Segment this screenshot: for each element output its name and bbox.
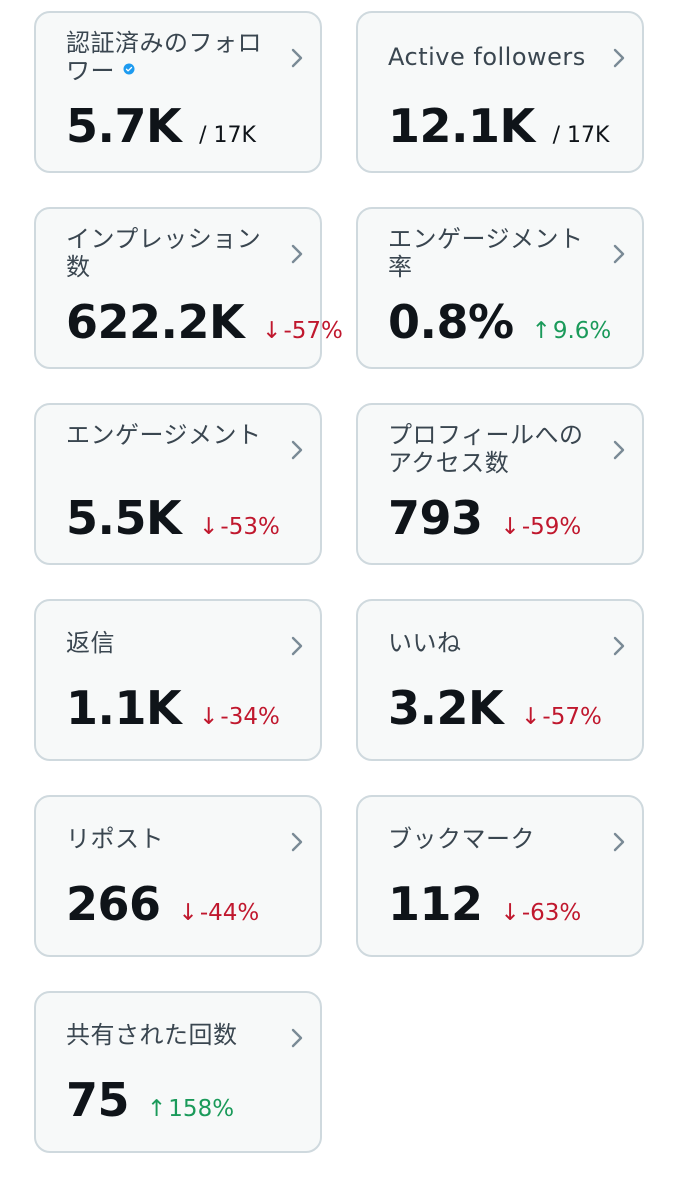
metric-value: 5.7K bbox=[66, 99, 182, 153]
metric-card-shares[interactable]: 共有された回数 75 ↑158% bbox=[34, 991, 322, 1153]
metric-card-likes[interactable]: いいね 3.2K ↓-57% bbox=[356, 599, 644, 761]
metric-change-value: -34% bbox=[220, 704, 280, 730]
metric-card-bookmarks[interactable]: ブックマーク 112 ↓-63% bbox=[356, 795, 644, 957]
chevron-right-icon bbox=[291, 1028, 303, 1048]
arrow-down-icon: ↓ bbox=[199, 704, 219, 730]
verified-badge-icon bbox=[123, 63, 135, 75]
metric-value: 0.8% bbox=[388, 295, 514, 349]
metric-value-row: 5.7K / 17K bbox=[66, 99, 256, 153]
metric-value-row: 3.2K ↓-57% bbox=[388, 681, 602, 735]
chevron-right-icon bbox=[613, 440, 625, 460]
metric-label: Active followers bbox=[388, 43, 586, 71]
metric-change: ↓-57% bbox=[521, 704, 602, 730]
metric-card-active-followers[interactable]: Active followers 12.1K / 17K bbox=[356, 11, 644, 173]
metric-value: 75 bbox=[66, 1073, 130, 1127]
chevron-right-icon bbox=[291, 48, 303, 68]
metric-value-row: 12.1K / 17K bbox=[388, 99, 609, 153]
metric-value: 5.5K bbox=[66, 491, 182, 545]
metric-card-engagements[interactable]: エンゲージメント 5.5K ↓-53% bbox=[34, 403, 322, 565]
metric-change: ↑158% bbox=[147, 1096, 234, 1122]
metric-label: 認証済みのフォロワー bbox=[66, 29, 278, 85]
metric-value-row: 75 ↑158% bbox=[66, 1073, 234, 1127]
metric-card-reposts[interactable]: リポスト 266 ↓-44% bbox=[34, 795, 322, 957]
metric-value-row: 5.5K ↓-53% bbox=[66, 491, 280, 545]
metric-card-replies[interactable]: 返信 1.1K ↓-34% bbox=[34, 599, 322, 761]
metric-change-value: -59% bbox=[521, 514, 582, 540]
chevron-right-icon bbox=[291, 440, 303, 460]
arrow-down-icon: ↓ bbox=[262, 318, 282, 344]
arrow-down-icon: ↓ bbox=[500, 900, 520, 926]
metric-label: リポスト bbox=[66, 825, 164, 853]
metric-card-engagement-rate[interactable]: エンゲージメント率 0.8% ↑9.6% bbox=[356, 207, 644, 369]
arrow-up-icon: ↑ bbox=[531, 318, 551, 344]
metric-label: 返信 bbox=[66, 629, 115, 657]
metric-value: 622.2K bbox=[66, 295, 245, 349]
metric-total: / 17K bbox=[552, 123, 610, 148]
arrow-down-icon: ↓ bbox=[521, 704, 541, 730]
metric-label: ブックマーク bbox=[388, 825, 535, 853]
chevron-right-icon bbox=[613, 832, 625, 852]
metric-value: 1.1K bbox=[66, 681, 182, 735]
metric-card-verified-followers[interactable]: 認証済みのフォロワー 5.7K / 17K bbox=[34, 11, 322, 173]
metric-change: ↑9.6% bbox=[532, 318, 612, 344]
metric-label-text: 認証済みのフォロワー bbox=[66, 29, 262, 85]
metric-label: いいね bbox=[388, 629, 462, 657]
chevron-right-icon bbox=[291, 244, 303, 264]
metric-change: ↓-57% bbox=[262, 318, 343, 344]
arrow-down-icon: ↓ bbox=[178, 900, 198, 926]
metric-label: エンゲージメント率 bbox=[388, 225, 584, 281]
arrow-up-icon: ↑ bbox=[147, 1096, 167, 1122]
metric-value-row: 112 ↓-63% bbox=[388, 877, 581, 931]
chevron-right-icon bbox=[613, 244, 625, 264]
metric-card-profile-visits[interactable]: プロフィールへのアクセス数 793 ↓-59% bbox=[356, 403, 644, 565]
metric-value: 3.2K bbox=[388, 681, 504, 735]
metric-value: 12.1K bbox=[388, 99, 535, 153]
metric-label: 共有された回数 bbox=[66, 1021, 238, 1049]
chevron-right-icon bbox=[291, 832, 303, 852]
metric-value-row: 266 ↓-44% bbox=[66, 877, 259, 931]
metric-change: ↓-59% bbox=[501, 514, 582, 540]
metric-change: ↓-44% bbox=[179, 900, 260, 926]
metric-value: 793 bbox=[388, 491, 483, 545]
metric-change-value: -57% bbox=[542, 704, 602, 730]
metric-value-row: 793 ↓-59% bbox=[388, 491, 581, 545]
metric-change: ↓-53% bbox=[199, 514, 280, 540]
metric-change-value: 158% bbox=[168, 1096, 235, 1122]
metric-value: 266 bbox=[66, 877, 161, 931]
metric-card-impressions[interactable]: インプレッション数 622.2K ↓-57% bbox=[34, 207, 343, 369]
metric-change-value: 9.6% bbox=[552, 318, 612, 344]
metric-change-value: -44% bbox=[199, 900, 260, 926]
metric-change: ↓-63% bbox=[501, 900, 582, 926]
metric-change-value: -63% bbox=[521, 900, 582, 926]
metric-change-value: -57% bbox=[283, 318, 343, 344]
metric-label: インプレッション数 bbox=[66, 225, 262, 281]
arrow-down-icon: ↓ bbox=[199, 514, 219, 540]
metric-value-row: 0.8% ↑9.6% bbox=[388, 295, 611, 349]
chevron-right-icon bbox=[613, 48, 625, 68]
metric-change: ↓-34% bbox=[199, 704, 280, 730]
metric-total: / 17K bbox=[199, 123, 256, 148]
metric-change-value: -53% bbox=[220, 514, 280, 540]
chevron-right-icon bbox=[291, 636, 303, 656]
metric-value: 112 bbox=[388, 877, 483, 931]
metric-label: エンゲージメント bbox=[66, 421, 262, 449]
arrow-down-icon: ↓ bbox=[500, 514, 520, 540]
metric-label: プロフィールへのアクセス数 bbox=[388, 421, 584, 477]
chevron-right-icon bbox=[613, 636, 625, 656]
metric-value-row: 1.1K ↓-34% bbox=[66, 681, 280, 735]
metric-value-row: 622.2K ↓-57% bbox=[66, 295, 343, 349]
